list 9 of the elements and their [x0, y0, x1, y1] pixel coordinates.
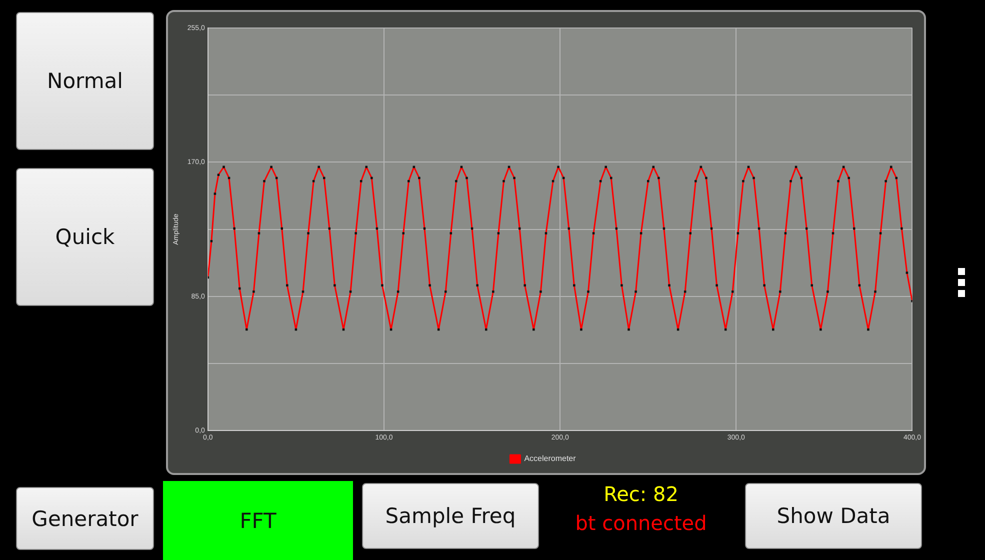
text: Rec: 82	[602, 482, 680, 506]
text: Generator	[16, 487, 154, 550]
text: Show Data	[745, 483, 922, 549]
text: bt connected	[574, 511, 708, 535]
text: Quick	[16, 168, 154, 306]
legend-label: Accelerometer	[524, 454, 576, 464]
text: FFT	[163, 481, 353, 560]
text: Sample Freq	[362, 483, 539, 549]
text: Normal	[16, 12, 154, 150]
